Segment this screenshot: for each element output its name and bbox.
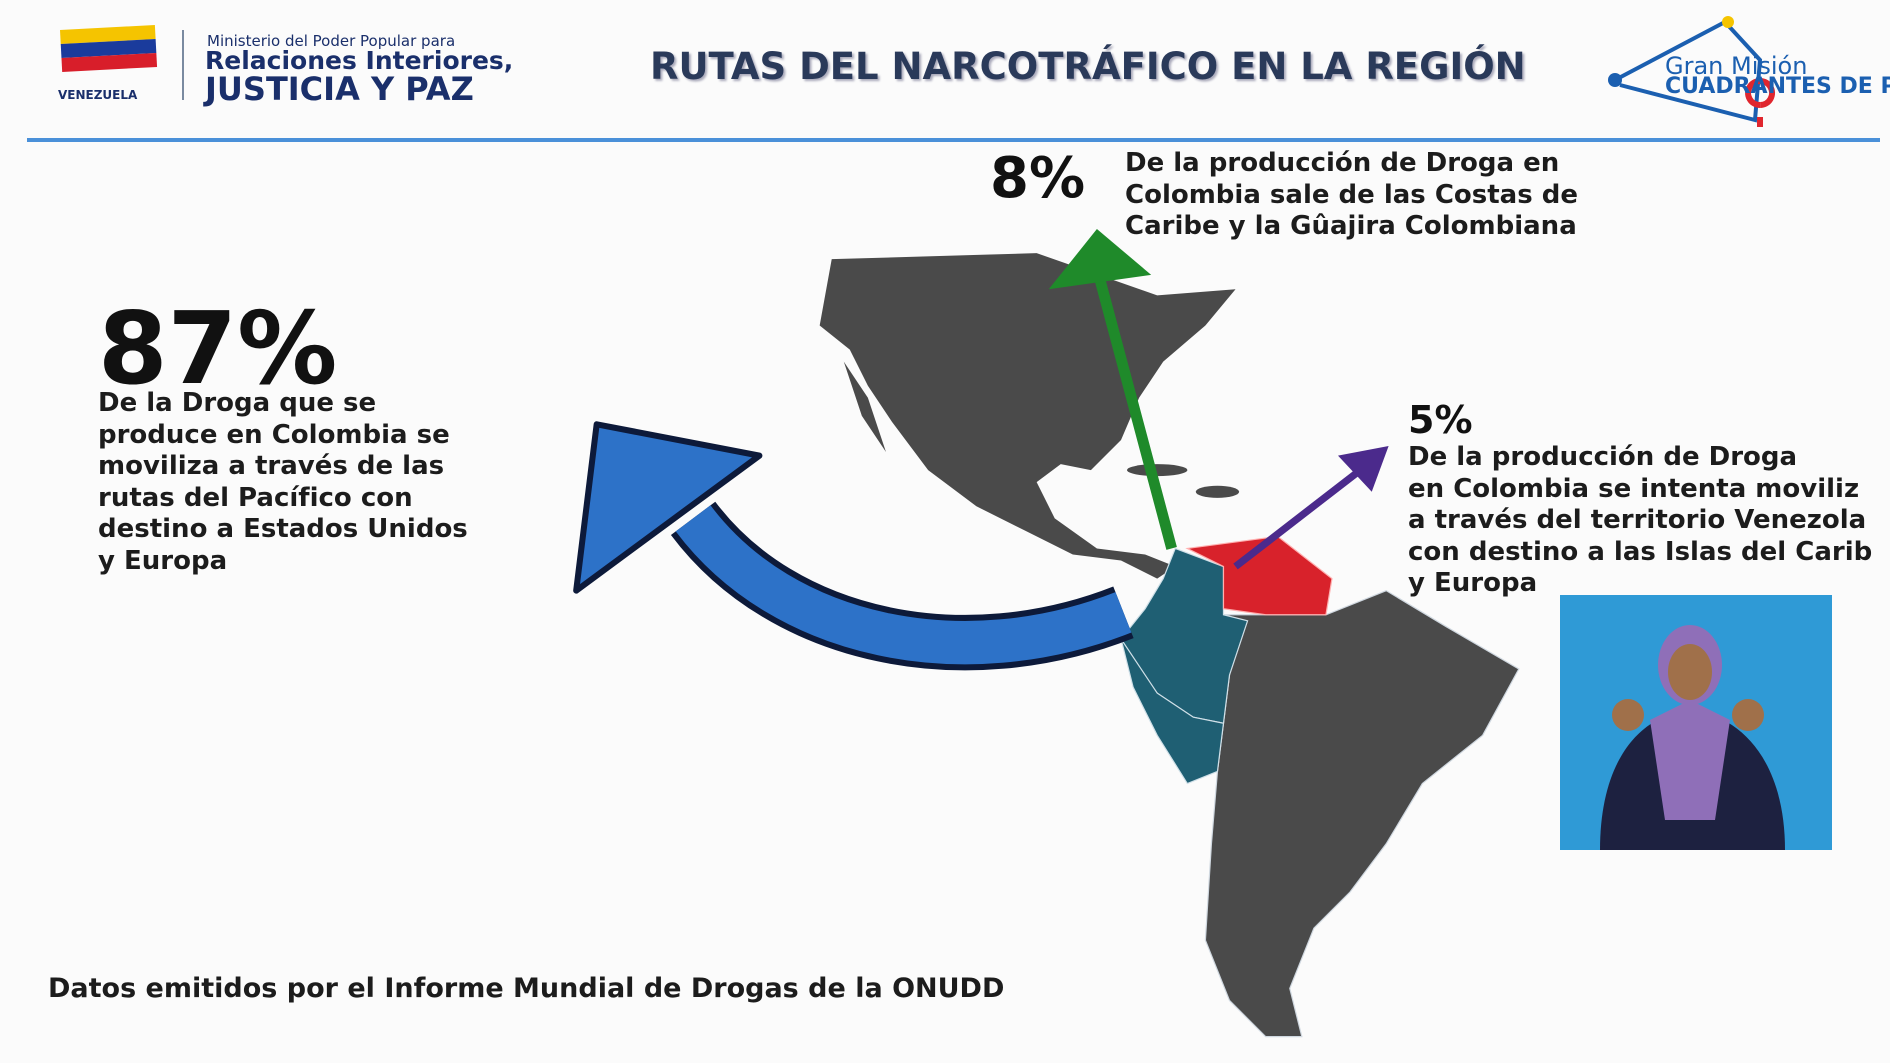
- arrow-purple: [1233, 461, 1371, 570]
- map: [573, 229, 1520, 1038]
- stat-text: De la Droga que se: [98, 388, 377, 418]
- stat-figure: 8%: [990, 146, 1086, 211]
- ministry-line: JUSTICIA Y PAZ: [205, 70, 474, 108]
- arrow-green: [1094, 275, 1177, 550]
- stat-text: y Europa: [1408, 568, 1538, 598]
- stat-text: destino a Estados Unidos: [98, 514, 468, 544]
- logo-text: CUADRANTES DE PA: [1665, 74, 1890, 99]
- arrow-green-head: [1048, 229, 1152, 290]
- ministry-line: Ministerio del Poder Popular para: [207, 32, 456, 50]
- island: [1195, 485, 1240, 498]
- ministry-line: Relaciones Interiores,: [205, 46, 514, 75]
- logo-text: Gran Misión: [1665, 52, 1808, 80]
- logo-graphic: [1608, 16, 1776, 127]
- flag: [60, 25, 158, 72]
- footer: Datos emitidos por el Informe Mundial de…: [48, 973, 1005, 1004]
- north-america: [819, 253, 1236, 579]
- stat-text: Caribe y la Gûajira Colombiana: [1125, 211, 1577, 241]
- arrow-blue: [675, 505, 1132, 665]
- stat-text: Colombia sale de las Costas de: [1125, 179, 1578, 210]
- stat-text: De la producción de Droga en: [1125, 148, 1560, 178]
- baja: [843, 361, 886, 453]
- stat-text: De la producción de Droga: [1408, 442, 1798, 472]
- stat-text: y Europa: [98, 545, 228, 576]
- stat-text: con destino a las Islas del Carib: [1408, 536, 1873, 567]
- stat-text: moviliza a través de las: [98, 451, 445, 481]
- venezuela: [1185, 535, 1333, 616]
- stat-text: en Colombia se intenta moviliz: [1408, 473, 1860, 504]
- title: RUTAS DEL NARCOTRÁFICO EN LA REGIÓN: [650, 45, 1526, 88]
- interpreter-video: [1560, 595, 1832, 850]
- stat-text: a través del territorio Venezola: [1408, 505, 1867, 535]
- stat-figure: 87%: [98, 290, 338, 407]
- south-america: [1204, 589, 1520, 1038]
- stat-text: produce en Colombia se: [98, 419, 450, 450]
- stat-figure: 5%: [1408, 398, 1473, 442]
- arrow-purple-head: [1337, 445, 1389, 492]
- country: VENEZUELA: [58, 88, 138, 102]
- arrow-blue-head: [573, 421, 763, 594]
- stat-text: rutas del Pacífico con: [98, 482, 413, 513]
- peru-ecuador: [1120, 638, 1225, 785]
- island: [1127, 464, 1188, 477]
